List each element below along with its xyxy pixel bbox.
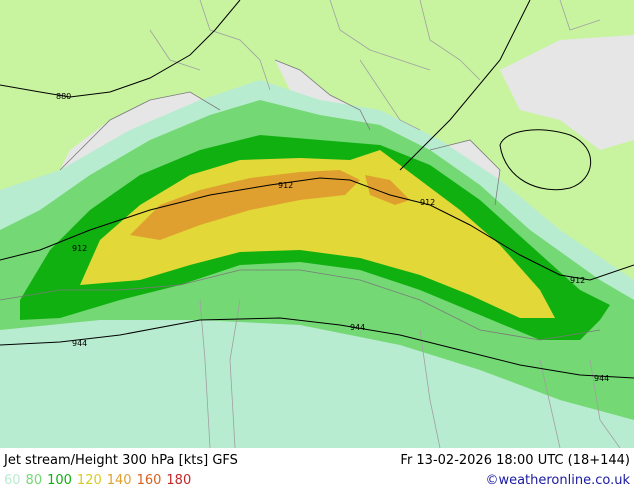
contour-label: 944: [350, 323, 365, 332]
footer: Jet stream/Height 300 hPa [kts] GFS Fr 1…: [0, 448, 634, 490]
legend-item: 120: [76, 473, 102, 488]
map-title: Jet stream/Height 300 hPa [kts] GFS: [4, 453, 238, 468]
jet-band-140: [130, 170, 360, 240]
contour-912: [0, 177, 634, 281]
legend-item: 100: [47, 473, 72, 488]
legend-item: 160: [136, 473, 162, 488]
legend-item: 140: [106, 473, 132, 488]
speed-legend: 60 80 100 120 140 160 180: [4, 473, 196, 488]
legend-item: 80: [25, 473, 43, 488]
forecast-datetime: Fr 13-02-2026 18:00 UTC (18+144): [400, 453, 630, 468]
legend-item: 180: [166, 473, 192, 488]
coastlines: [0, 59, 601, 341]
contour-black-sea-closed: [499, 129, 592, 191]
contour-label: 912: [420, 198, 435, 207]
contour-label: 912: [570, 276, 585, 285]
contour-label: 912: [278, 181, 293, 190]
contour-label: 912: [72, 244, 87, 253]
contour-label: 944: [594, 374, 609, 383]
country-borders: [149, 0, 621, 448]
weather-map: 880 912 912 912 912 944 944 944: [0, 0, 634, 448]
contour-northeast: [399, 0, 531, 171]
contour-880: [0, 0, 241, 98]
legend-item: 60: [4, 473, 21, 488]
height-contours: [0, 0, 634, 379]
contour-944: [0, 317, 634, 379]
sea-black: [500, 35, 634, 150]
contour-label: 944: [72, 339, 87, 348]
credit-link[interactable]: ©weatheronline.co.uk: [485, 473, 630, 488]
contour-label: 880: [56, 92, 71, 101]
